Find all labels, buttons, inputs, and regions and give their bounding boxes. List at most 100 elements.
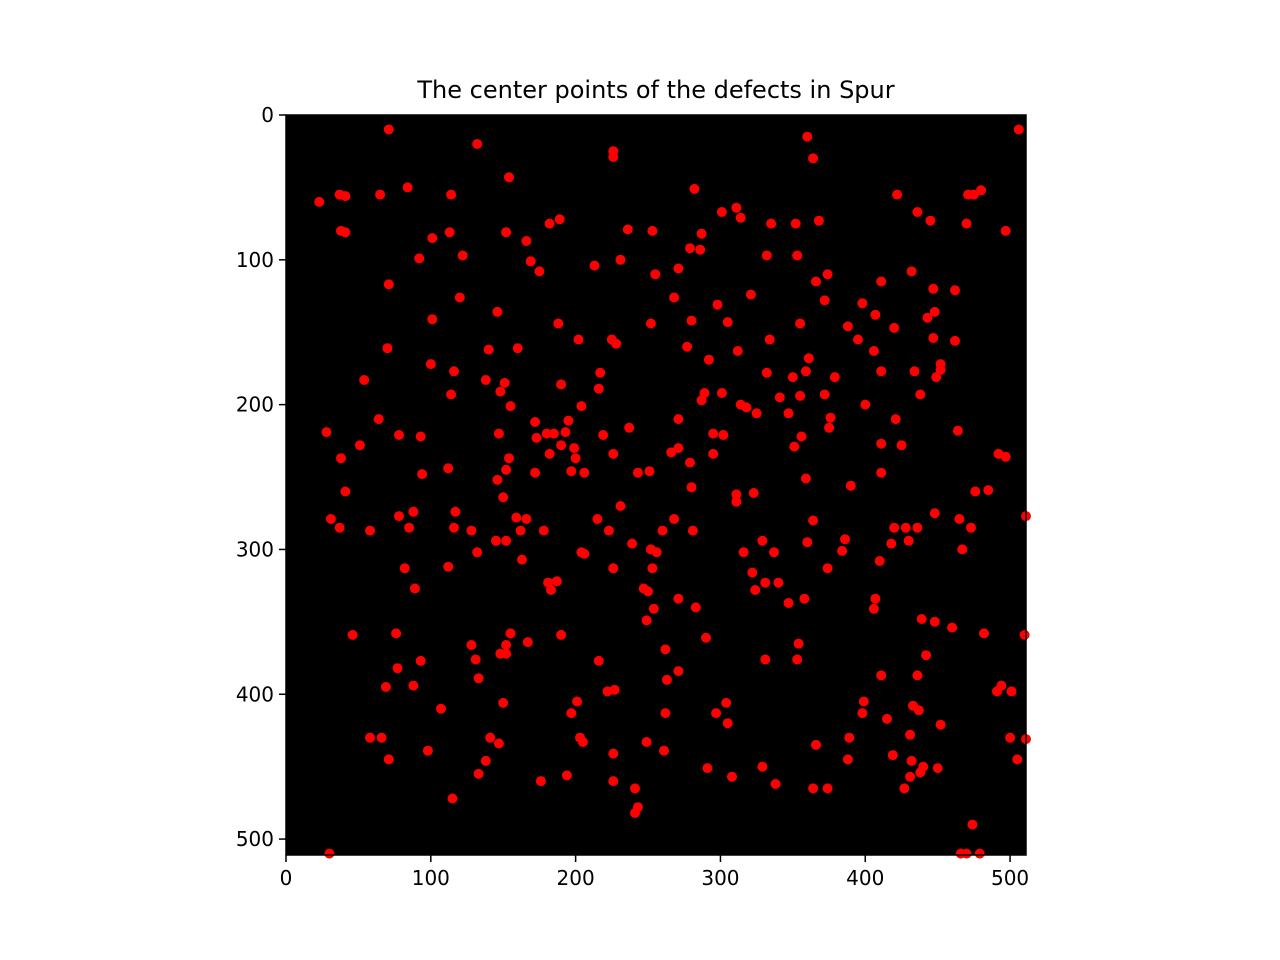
data-point (447, 793, 458, 804)
data-point (961, 218, 972, 229)
data-point (876, 438, 887, 449)
data-point (789, 441, 800, 452)
data-point (870, 309, 881, 320)
data-point (383, 279, 394, 290)
data-point (769, 547, 779, 558)
data-point (979, 628, 989, 639)
data-point (491, 535, 501, 546)
data-point (570, 453, 581, 464)
data-point (466, 525, 477, 536)
data-point (935, 359, 946, 370)
x-tick-label: 100 (412, 866, 450, 890)
data-point (764, 334, 775, 345)
y-tick-label: 400 (236, 682, 274, 706)
data-point (651, 547, 662, 558)
data-point (842, 321, 853, 332)
x-tick-label: 0 (280, 866, 293, 890)
data-point (404, 522, 415, 533)
data-point (334, 522, 345, 533)
data-point (889, 522, 900, 533)
y-tick-label: 0 (261, 103, 274, 127)
data-point (708, 448, 719, 459)
data-point (611, 338, 622, 349)
data-point (553, 318, 564, 329)
data-point (383, 124, 394, 135)
data-point (718, 430, 729, 440)
data-point (504, 172, 514, 183)
data-point (495, 386, 506, 397)
data-point (576, 401, 587, 412)
data-point (380, 682, 391, 692)
data-point (928, 283, 939, 294)
data-point (793, 638, 804, 649)
data-point (622, 224, 633, 235)
data-point (803, 353, 814, 364)
data-point (751, 408, 762, 419)
data-point (525, 256, 536, 267)
data-point (976, 185, 987, 196)
data-point (365, 732, 375, 743)
data-point (912, 207, 923, 217)
data-point (563, 415, 574, 426)
data-point (592, 514, 603, 524)
data-point (925, 215, 936, 226)
data-point (773, 577, 784, 588)
data-point (443, 561, 454, 572)
data-point (922, 312, 933, 323)
data-point (760, 654, 771, 665)
data-point (857, 298, 868, 309)
data-point (641, 737, 652, 747)
data-point (632, 467, 643, 478)
data-point (593, 655, 604, 666)
data-point (748, 488, 759, 498)
data-point (373, 414, 384, 425)
data-point (787, 372, 798, 383)
data-point (644, 466, 655, 477)
data-point (443, 463, 454, 474)
data-point (340, 227, 351, 238)
data-point (598, 430, 609, 440)
data-point (811, 276, 821, 287)
data-point (530, 467, 541, 478)
data-point (673, 666, 684, 677)
chart-title: The center points of the defects in Spur (416, 76, 894, 104)
data-point (731, 489, 742, 500)
data-point (735, 212, 746, 223)
data-point (882, 713, 892, 724)
data-point (721, 697, 732, 708)
data-point (522, 637, 533, 648)
data-point (501, 227, 512, 238)
data-point (415, 431, 426, 442)
data-point (541, 428, 552, 439)
data-point (659, 745, 669, 756)
data-point (422, 745, 433, 756)
data-point (761, 250, 772, 261)
y-tick-label: 300 (236, 537, 274, 561)
data-point (450, 506, 461, 517)
data-point (650, 269, 661, 280)
data-point (427, 233, 438, 244)
data-point (696, 228, 707, 239)
data-point (417, 469, 428, 480)
data-point (950, 285, 960, 296)
data-point (876, 467, 887, 478)
data-point (689, 183, 700, 194)
data-point (903, 535, 914, 546)
data-point (747, 567, 758, 578)
data-point (887, 750, 898, 761)
data-point (472, 547, 483, 558)
data-point (996, 680, 1007, 691)
data-point (853, 334, 863, 345)
data-point (427, 314, 438, 325)
axes-background (286, 115, 1026, 855)
data-point (436, 703, 446, 714)
data-point (579, 467, 590, 478)
data-point (876, 670, 887, 681)
data-point (473, 768, 484, 779)
data-point (595, 367, 606, 378)
data-point (761, 367, 772, 378)
data-point (470, 654, 481, 665)
data-point (708, 428, 719, 439)
data-point (808, 783, 819, 794)
